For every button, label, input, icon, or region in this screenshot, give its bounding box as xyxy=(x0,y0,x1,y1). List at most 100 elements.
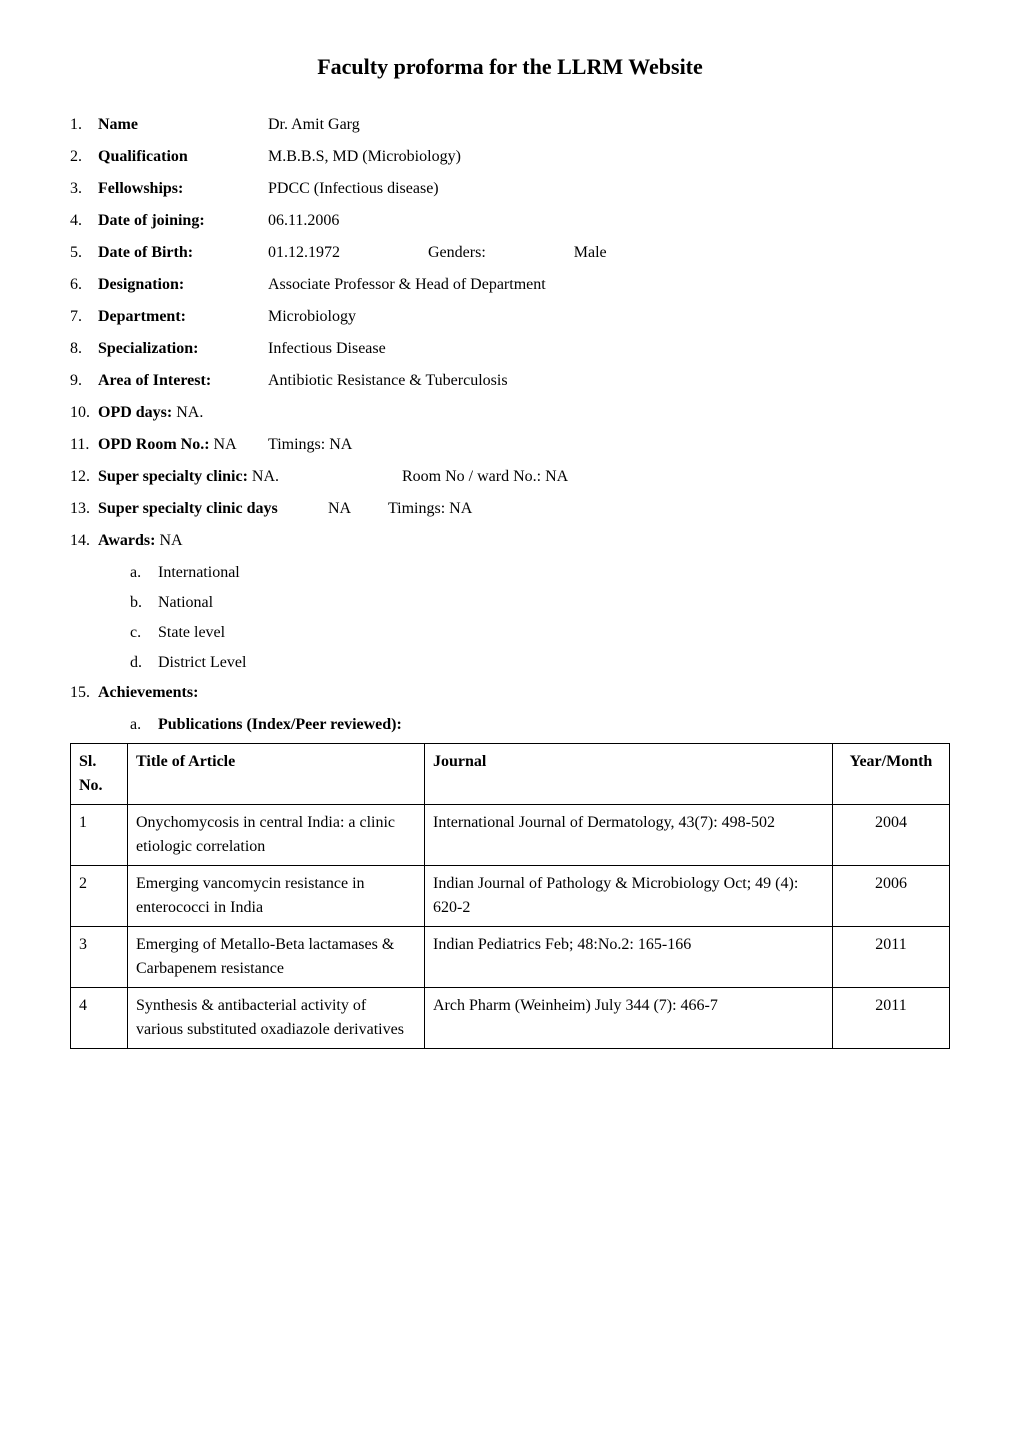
achievements-list: 15. Achievements: xyxy=(70,681,950,705)
field-label: Awards: NA xyxy=(98,529,268,553)
field-value: Timings: NA xyxy=(268,433,950,457)
field-number: 4. xyxy=(70,209,98,233)
room-label: Room No / ward No.: xyxy=(402,468,541,485)
field-label: Designation: xyxy=(98,273,268,297)
field-label: OPD days: NA. xyxy=(98,401,268,425)
cell-title: Emerging of Metallo-Beta lactamases & Ca… xyxy=(128,927,425,988)
opdroom-label-bold: OPD Room No.: xyxy=(98,436,210,453)
sub-label: National xyxy=(158,591,213,615)
gender-label: Genders: xyxy=(428,244,486,261)
cell-year: 2011 xyxy=(833,927,950,988)
field-name: 1. Name Dr. Amit Garg xyxy=(70,113,950,137)
table-row: 1 Onychomycosis in central India: a clin… xyxy=(71,805,950,866)
field-area-interest: 9. Area of Interest: Antibiotic Resistan… xyxy=(70,369,950,393)
dob-value: 01.12.1972 xyxy=(268,244,340,261)
field-super-specialty-clinic-days: 13. Super specialty clinic days NA Timin… xyxy=(70,497,950,521)
field-number: 14. xyxy=(70,529,98,553)
field-number: 7. xyxy=(70,305,98,329)
cell-journal: Indian Pediatrics Feb; 48:No.2: 165-166 xyxy=(425,927,833,988)
field-number: 5. xyxy=(70,241,98,265)
field-label: Date of joining: xyxy=(98,209,268,233)
field-number: 11. xyxy=(70,433,98,457)
sub-label: District Level xyxy=(158,651,246,675)
field-date-birth: 5. Date of Birth: 01.12.1972 Genders: Ma… xyxy=(70,241,950,265)
cell-title: Synthesis & antibacterial activity of va… xyxy=(128,988,425,1049)
field-number: 15. xyxy=(70,681,98,705)
award-district: d. District Level xyxy=(130,651,950,675)
field-label: Date of Birth: xyxy=(98,241,268,265)
cell-year: 2004 xyxy=(833,805,950,866)
field-value: 06.11.2006 xyxy=(268,209,950,233)
sscd-timings-value: NA xyxy=(449,500,472,517)
table-row: 3 Emerging of Metallo-Beta lactamases & … xyxy=(71,927,950,988)
opdroom-value: NA xyxy=(214,436,237,453)
field-department: 7. Department: Microbiology xyxy=(70,305,950,329)
cell-title: Onychomycosis in central India: a clinic… xyxy=(128,805,425,866)
field-label: Area of Interest: xyxy=(98,369,268,393)
field-opd-days: 10. OPD days: NA. xyxy=(70,401,950,425)
cell-sl: 2 xyxy=(71,866,128,927)
field-number: 12. xyxy=(70,465,98,489)
sscd-timings-label: Timings: xyxy=(388,500,445,517)
field-number: 2. xyxy=(70,145,98,169)
field-value: M.B.B.S, MD (Microbiology) xyxy=(268,145,950,169)
awards-value: NA xyxy=(159,532,182,549)
cell-sl: 1 xyxy=(71,805,128,866)
field-label: Super specialty clinic days xyxy=(98,497,328,521)
cell-sl: 4 xyxy=(71,988,128,1049)
table-header-row: Sl. No. Title of Article Journal Year/Mo… xyxy=(71,744,950,805)
field-value: 01.12.1972 Genders: Male xyxy=(268,241,950,265)
field-number: 8. xyxy=(70,337,98,361)
field-number: 10. xyxy=(70,401,98,425)
field-label: OPD Room No.: NA xyxy=(98,433,268,457)
field-number: 1. xyxy=(70,113,98,137)
publications-table: Sl. No. Title of Article Journal Year/Mo… xyxy=(70,743,950,1049)
field-achievements: 15. Achievements: xyxy=(70,681,950,705)
cell-journal: Indian Journal of Pathology & Microbiolo… xyxy=(425,866,833,927)
sub-label: International xyxy=(158,561,240,585)
sub-letter: a. xyxy=(130,713,158,737)
field-label: Super specialty clinic: NA. xyxy=(98,465,318,489)
timings-label: Timings: xyxy=(268,436,325,453)
field-value: Microbiology xyxy=(268,305,950,329)
sub-letter: c. xyxy=(130,621,158,645)
cell-journal: International Journal of Dermatology, 43… xyxy=(425,805,833,866)
achievement-publications: a. Publications (Index/Peer reviewed): xyxy=(130,713,950,737)
gender-value: Male xyxy=(574,244,607,261)
cell-year: 2011 xyxy=(833,988,950,1049)
field-awards: 14. Awards: NA xyxy=(70,529,950,553)
sub-letter: d. xyxy=(130,651,158,675)
header-title: Title of Article xyxy=(128,744,425,805)
opd-value: NA. xyxy=(176,404,203,421)
header-sl: Sl. No. xyxy=(71,744,128,805)
cell-title: Emerging vancomycin resistance in entero… xyxy=(128,866,425,927)
field-label: Name xyxy=(98,113,268,137)
award-national: b. National xyxy=(130,591,950,615)
ssc-value: NA. xyxy=(252,468,279,485)
table-row: 4 Synthesis & antibacterial activity of … xyxy=(71,988,950,1049)
opd-label-bold: OPD days: xyxy=(98,404,172,421)
field-super-specialty-clinic: 12. Super specialty clinic: NA. Room No … xyxy=(70,465,950,489)
cell-year: 2006 xyxy=(833,866,950,927)
field-number: 13. xyxy=(70,497,98,521)
header-journal: Journal xyxy=(425,744,833,805)
field-label: Department: xyxy=(98,305,268,329)
achievements-sublist: a. Publications (Index/Peer reviewed): xyxy=(130,713,950,737)
field-date-joining: 4. Date of joining: 06.11.2006 xyxy=(70,209,950,233)
field-fellowships: 3. Fellowships: PDCC (Infectious disease… xyxy=(70,177,950,201)
field-value: PDCC (Infectious disease) xyxy=(268,177,950,201)
sub-label: Publications (Index/Peer reviewed): xyxy=(158,713,402,737)
field-label: Achievements: xyxy=(98,681,268,705)
award-state: c. State level xyxy=(130,621,950,645)
table-row: 2 Emerging vancomycin resistance in ente… xyxy=(71,866,950,927)
field-label: Fellowships: xyxy=(98,177,268,201)
field-number: 6. xyxy=(70,273,98,297)
field-number: 3. xyxy=(70,177,98,201)
room-value: NA xyxy=(545,468,568,485)
ssc-label-bold: Super specialty clinic: xyxy=(98,468,248,485)
sub-letter: b. xyxy=(130,591,158,615)
field-value: Antibiotic Resistance & Tuberculosis xyxy=(268,369,950,393)
header-year: Year/Month xyxy=(833,744,950,805)
sscd-value: NA xyxy=(328,500,350,517)
field-opd-room: 11. OPD Room No.: NA Timings: NA xyxy=(70,433,950,457)
